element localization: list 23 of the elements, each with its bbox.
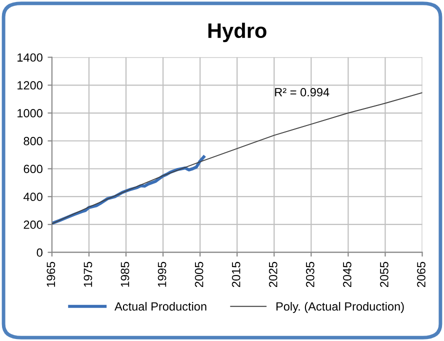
y-tick-label: 0 bbox=[36, 248, 42, 257]
y-tick-label: 1200 bbox=[18, 81, 42, 90]
y-tick-label: 1000 bbox=[18, 109, 42, 118]
x-tick-label: 2065 bbox=[417, 262, 426, 288]
x-tick-label: 2005 bbox=[194, 262, 204, 288]
y-tick-label: 800 bbox=[24, 136, 42, 146]
legend-label: Actual Production bbox=[114, 302, 206, 311]
x-tick-label: 1995 bbox=[158, 262, 166, 287]
x-tick-label: 2045 bbox=[342, 262, 352, 288]
x-tick-label: 1985 bbox=[120, 262, 130, 287]
legend-label: Poly. (Actual Production) bbox=[276, 302, 404, 313]
y-tick-label: 1400 bbox=[18, 53, 42, 62]
x-tick-label: 1965 bbox=[46, 262, 56, 287]
y-tick-label: 400 bbox=[23, 192, 42, 202]
chart-title: Hydro bbox=[208, 22, 266, 42]
annotation: R² = 0.994 bbox=[275, 88, 330, 96]
y-tick-label: 600 bbox=[24, 164, 42, 174]
y-tick-label: 200 bbox=[24, 220, 42, 229]
x-tick-label: 2015 bbox=[232, 262, 240, 288]
x-tick-label: 2035 bbox=[306, 262, 314, 288]
x-tick-label: 2025 bbox=[268, 262, 278, 288]
x-tick-label: 1975 bbox=[84, 262, 92, 287]
x-tick-label: 2055 bbox=[380, 262, 388, 288]
